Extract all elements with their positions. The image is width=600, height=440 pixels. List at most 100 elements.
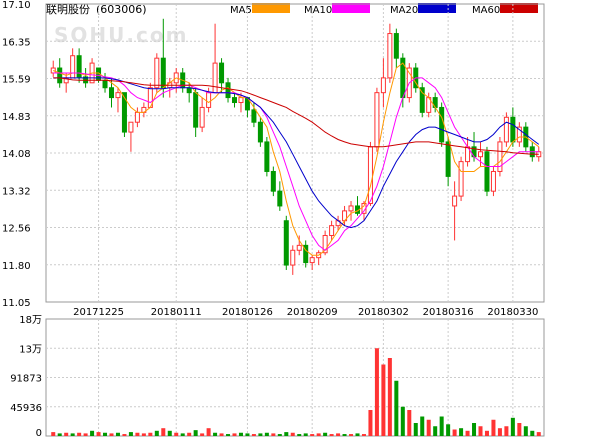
volume-bar (77, 432, 82, 436)
candle (374, 87, 380, 152)
date-tick-label: 20180330 (487, 307, 538, 318)
volume-bar (316, 433, 321, 436)
volume-bar (103, 432, 108, 436)
candle-body (510, 116, 516, 143)
candle (329, 220, 335, 241)
candle-body (154, 57, 160, 89)
volume-bar (109, 433, 114, 436)
candle (477, 141, 484, 167)
date-tick-label: 20180111 (151, 307, 202, 318)
volume-bar (122, 434, 127, 436)
candle (296, 235, 302, 256)
candle-body (257, 121, 263, 143)
volume-bar (452, 429, 457, 436)
volume-bar (491, 419, 496, 436)
price-tick-label: 13.32 (2, 186, 31, 197)
candle-body (322, 235, 328, 254)
volume-bar (251, 434, 256, 436)
volume-bar (504, 426, 509, 436)
volume-bar (290, 432, 295, 436)
volume-bar (161, 428, 166, 436)
candle (264, 136, 270, 177)
volume-bar (96, 432, 101, 436)
candle (367, 141, 373, 206)
candle-body (497, 141, 503, 172)
candle-body (108, 87, 115, 99)
candle-body (503, 116, 509, 143)
ma-line-ma20 (53, 77, 540, 229)
candle-body (264, 141, 270, 172)
volume-tick-label: 13万 (19, 344, 42, 355)
candle (257, 117, 263, 147)
price-tick-label: 11.05 (2, 298, 31, 309)
candle-body (367, 146, 373, 204)
price-grid (45, 3, 545, 303)
ma-line-ma60 (53, 77, 539, 155)
candle (309, 255, 315, 270)
volume-bar (536, 432, 541, 436)
volume-bar (413, 423, 418, 436)
volume-bar (128, 432, 133, 436)
candle (516, 122, 522, 147)
volume-grid (45, 318, 545, 437)
candle (277, 181, 283, 211)
candle-body (70, 55, 76, 79)
volume-bar (310, 434, 315, 436)
volume-bar (232, 433, 237, 436)
volume-bar (193, 430, 198, 436)
candle-body (238, 97, 244, 104)
candle-body (76, 55, 82, 78)
candle (199, 97, 205, 133)
volume-tick-label: 45936 (10, 403, 42, 414)
candle (322, 230, 328, 256)
date-tick-label: 20180302 (358, 307, 409, 318)
date-tick-label: 20180209 (287, 307, 338, 318)
volume-bar (213, 432, 218, 436)
candle-body (387, 33, 393, 79)
legend-label: MA20 (390, 5, 418, 16)
candle-body (296, 244, 302, 251)
volume-bar (465, 430, 470, 436)
volume-bar (484, 430, 489, 436)
candle-body (439, 106, 445, 143)
volume-axis: 18万 13万 91873 45936 0 (10, 315, 42, 439)
candle-body (419, 87, 425, 113)
stock-title: 联明股份 (46, 3, 90, 16)
price-tick-label: 17.10 (2, 0, 31, 11)
candle-body (277, 190, 283, 207)
candle-body (309, 257, 315, 264)
legend: MA5 MA10 MA20 MA60 (230, 3, 538, 16)
candle (484, 146, 490, 197)
candle-body (193, 92, 199, 128)
legend-label: MA60 (472, 5, 500, 16)
ma-line-ma10 (53, 72, 539, 251)
candle (458, 156, 464, 202)
volume-tick-label: 18万 (19, 315, 42, 326)
candle (290, 245, 296, 275)
candle (380, 58, 386, 108)
legend-swatch (500, 3, 538, 13)
volume-bar (381, 364, 386, 436)
volume-bar (510, 417, 515, 436)
candle (115, 87, 121, 113)
candle-body (445, 141, 451, 177)
candle-body (283, 220, 289, 266)
candle-body (329, 225, 335, 237)
candle-body (303, 244, 309, 264)
legend-label: MA10 (304, 5, 332, 16)
volume-bar (70, 433, 75, 436)
candle-body (199, 106, 205, 128)
volume-bar (57, 433, 62, 436)
candle-body (115, 92, 121, 99)
volume-bar (297, 434, 302, 436)
candle-body (186, 87, 192, 94)
volume-bar (446, 424, 451, 436)
legend-swatch (418, 3, 456, 13)
candle-body (225, 82, 231, 99)
candle-body (57, 67, 63, 84)
volume-bar (517, 423, 522, 436)
volume-bar (226, 434, 231, 436)
volume-bar (478, 426, 483, 436)
